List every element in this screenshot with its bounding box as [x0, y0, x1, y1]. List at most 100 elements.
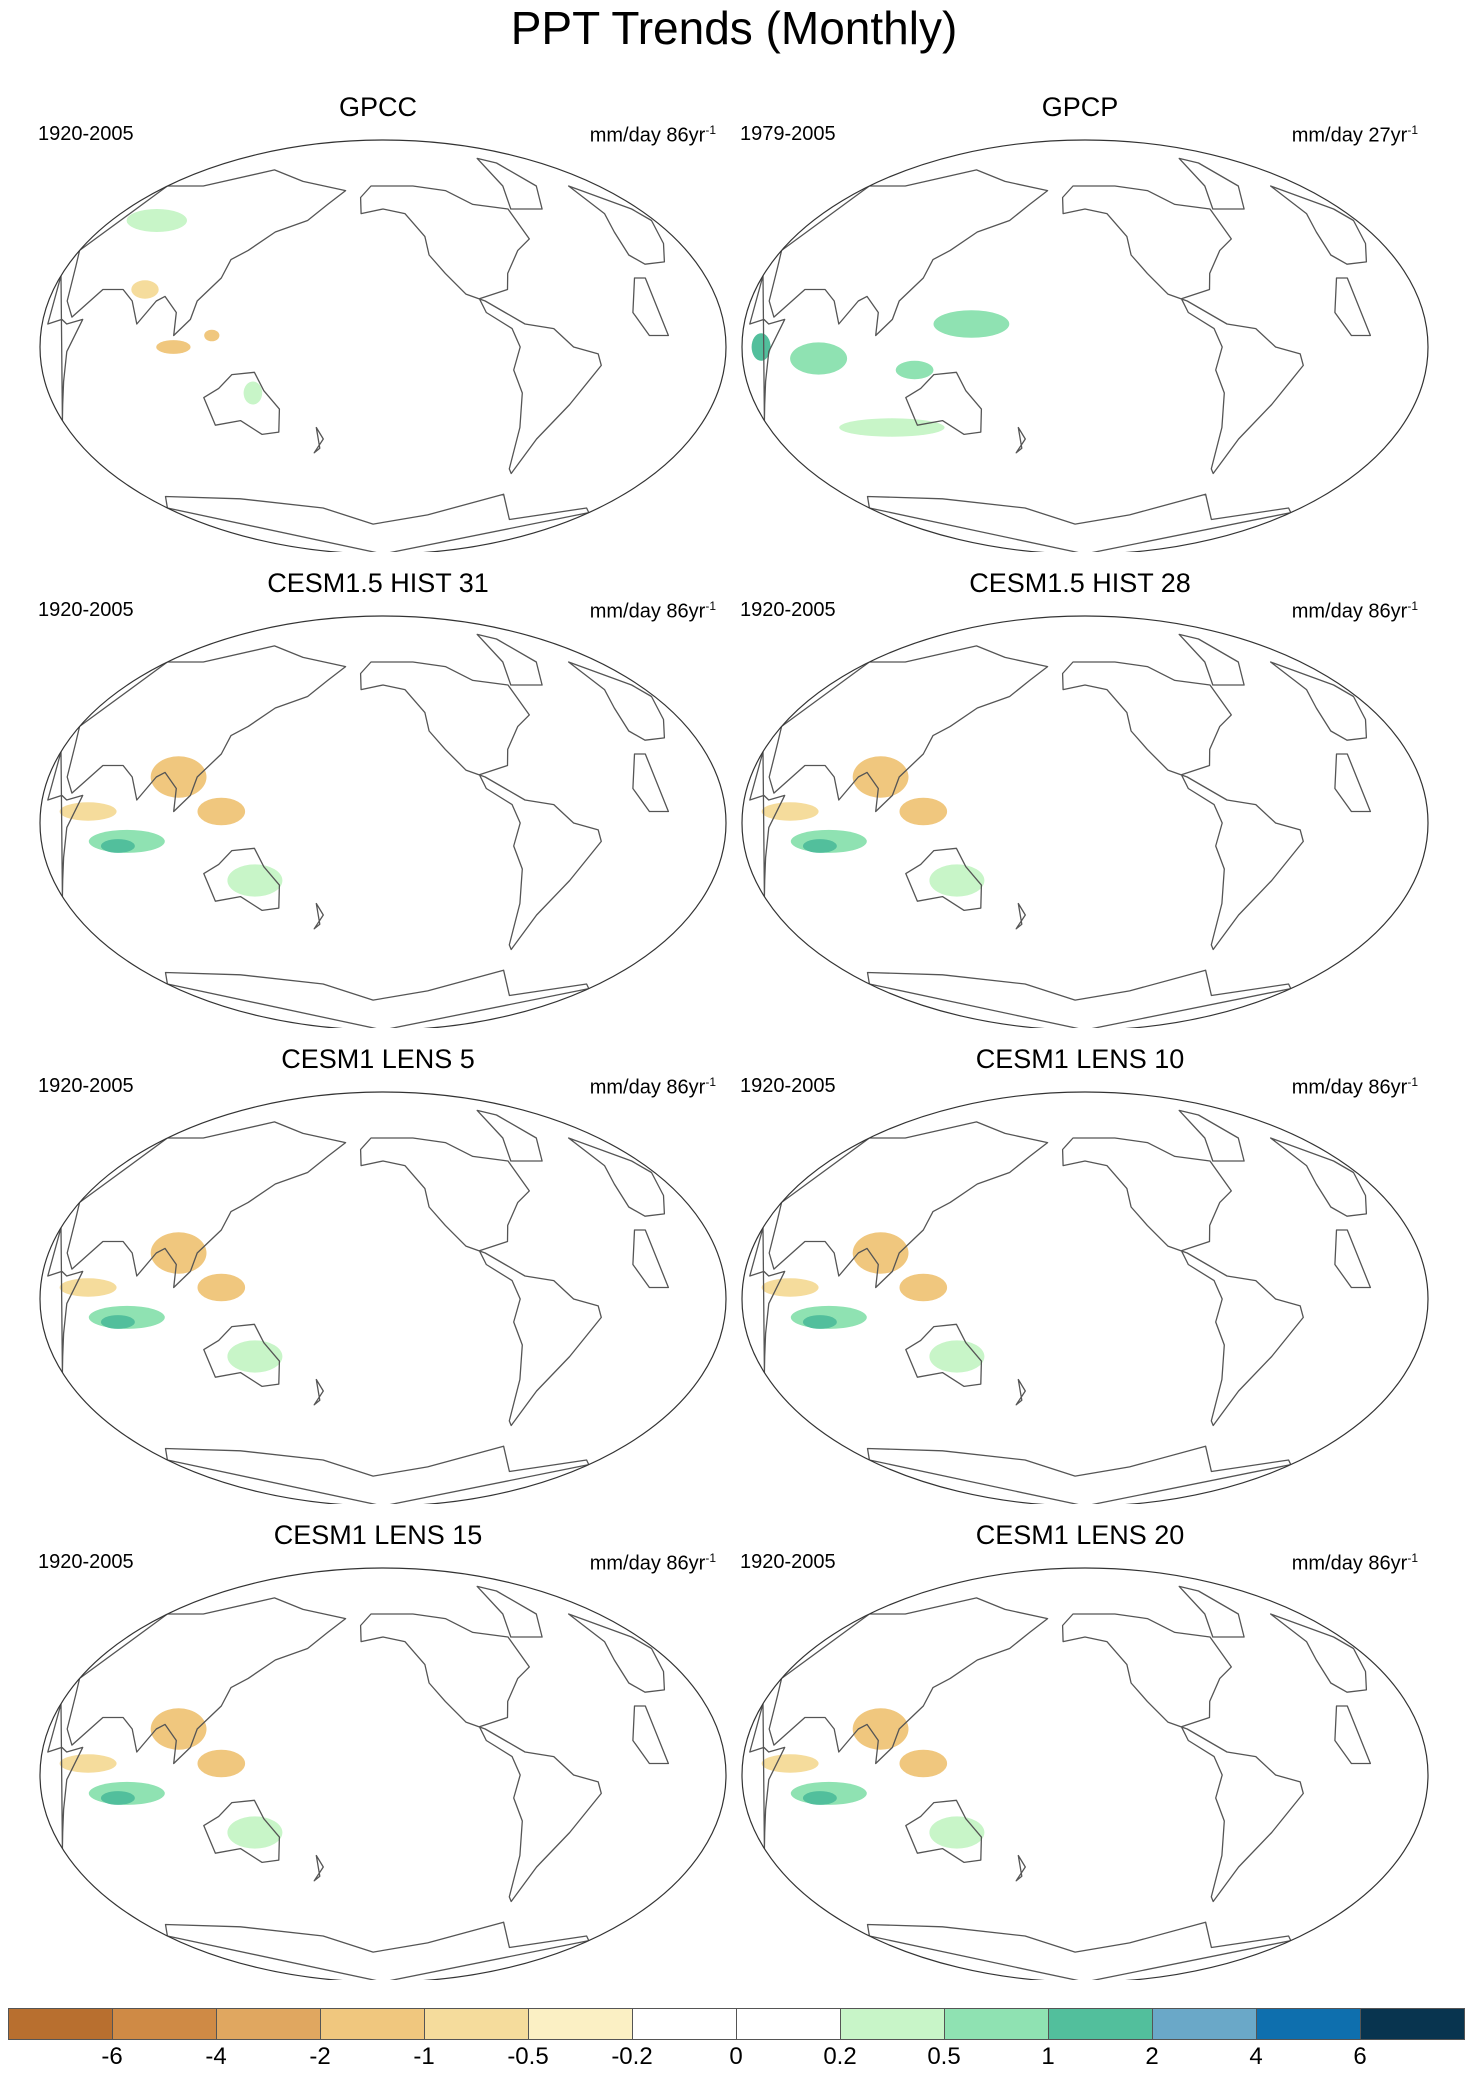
coastline	[632, 1705, 670, 1765]
coastline	[66, 1121, 347, 1289]
trend-patch	[40, 1749, 41, 1778]
colorbar-box	[112, 2008, 217, 2040]
panel-period: 1920-2005	[740, 1075, 836, 1097]
trend-patch	[227, 864, 283, 897]
trend-patch	[852, 1232, 909, 1274]
coastline	[1178, 1585, 1245, 1638]
units-exponent: -1	[1407, 599, 1418, 613]
trend-patch	[742, 943, 769, 956]
units-exponent: -1	[705, 123, 716, 137]
trend-field	[742, 1585, 1372, 1980]
trend-patch	[839, 418, 945, 437]
coastline	[164, 493, 590, 552]
colorbar-box	[1152, 2008, 1257, 2040]
panel-title: CESM1 LENS 20	[975, 1520, 1185, 1550]
trend-patch	[204, 329, 220, 342]
coastline	[1061, 185, 1304, 475]
trend-patch	[852, 756, 909, 798]
coastline	[313, 1854, 324, 1882]
coastline	[476, 1109, 543, 1162]
trend-patch	[742, 1273, 743, 1302]
coastline	[632, 277, 670, 337]
coastline	[313, 426, 324, 454]
units-text: mm/day 86yr	[589, 1552, 706, 1575]
trend-patch	[100, 839, 135, 853]
panel-units: mm/day 27yr-1	[1292, 118, 1418, 148]
panel-units: mm/day 86yr-1	[1292, 594, 1418, 624]
trend-patch	[929, 864, 985, 897]
trend-field	[40, 1585, 670, 1980]
coastline	[203, 1323, 281, 1388]
trend-patch	[742, 1749, 743, 1778]
colorbar-label: 6	[1353, 2043, 1367, 2070]
coastline	[164, 969, 590, 1028]
figure-title: PPT Trends (Monthly)	[510, 2, 958, 54]
colorbar-label: 0.2	[823, 2043, 857, 2070]
colorbar-box	[1360, 2008, 1465, 2040]
coastline	[567, 185, 666, 265]
map-panel: GPCP 1979-2005 mm/day 27yr-1	[730, 92, 1430, 552]
coastline	[866, 493, 1292, 552]
panel-units: mm/day 86yr-1	[590, 118, 716, 148]
trend-patch	[751, 333, 771, 361]
panel-title: CESM1.5 HIST 28	[969, 568, 1191, 598]
coastline	[359, 185, 602, 475]
colorbar-label: 2	[1145, 2043, 1159, 2070]
panel-title: GPCC	[338, 92, 417, 122]
units-exponent: -1	[705, 599, 716, 613]
trend-patch	[761, 1278, 819, 1297]
colorbar-label: -2	[309, 2043, 331, 2070]
coastline	[359, 1137, 602, 1427]
trend-field	[47, 157, 670, 552]
units-text: mm/day 27yr	[1291, 124, 1408, 147]
map-panel: CESM1 LENS 20 1920-2005 mm/day 86yr-1	[730, 1520, 1430, 1980]
map-border	[741, 1567, 1429, 1980]
trend-patch	[100, 1791, 135, 1805]
panel-period: 1920-2005	[740, 599, 836, 621]
coastline	[1334, 1705, 1372, 1765]
trend-patch	[802, 1791, 837, 1805]
colorbar-box	[1048, 2008, 1153, 2040]
coastline	[749, 1703, 786, 1850]
panel-period: 1920-2005	[38, 1551, 134, 1573]
trend-patch	[802, 839, 837, 853]
trend-patch	[742, 1895, 769, 1908]
coastline	[1334, 753, 1372, 813]
colorbar-label: 0.5	[927, 2043, 961, 2070]
coastline	[47, 275, 84, 422]
map-globe	[741, 1567, 1429, 1980]
coastline	[476, 157, 543, 210]
colorbar-box	[840, 2008, 945, 2040]
coastline	[203, 1799, 281, 1864]
trend-patch	[40, 943, 67, 956]
trend-patch	[150, 1232, 207, 1274]
coastline	[66, 645, 347, 813]
map-panel: CESM1.5 HIST 28 1920-2005 mm/day 86yr-1	[730, 568, 1430, 1028]
panel-title: GPCP	[1041, 92, 1119, 122]
trend-patch	[761, 1754, 819, 1773]
colorbar-label: -1	[413, 2043, 435, 2070]
colorbar-box	[944, 2008, 1049, 2040]
trend-patch	[150, 1708, 207, 1750]
coastline	[1061, 661, 1304, 951]
coastline	[1015, 1378, 1026, 1406]
trend-patch	[761, 802, 819, 821]
map-border	[39, 615, 727, 1028]
trend-patch	[40, 1273, 41, 1302]
trend-patch	[929, 1340, 985, 1373]
map-border	[741, 615, 1429, 1028]
trend-patch	[899, 1273, 948, 1302]
colorbar-box	[632, 2008, 737, 2040]
trend-patch	[100, 1315, 135, 1329]
trend-patch	[852, 1708, 909, 1750]
panel-title: CESM1 LENS 15	[273, 1520, 483, 1550]
coastline	[359, 661, 602, 951]
coastline	[359, 1613, 602, 1903]
coastline	[476, 1585, 543, 1638]
colorbar: -6 -4 -2 -1 -0.5 -0.2 0 0.2 0.5 1 2 4 6	[8, 2008, 1465, 2070]
map-panel: CESM1 LENS 5 1920-2005 mm/day 86yr-1	[28, 1044, 728, 1504]
panel-units: mm/day 86yr-1	[590, 594, 716, 624]
coastline	[905, 1323, 983, 1388]
map-border	[741, 139, 1429, 552]
panel-period: 1979-2005	[740, 123, 836, 145]
